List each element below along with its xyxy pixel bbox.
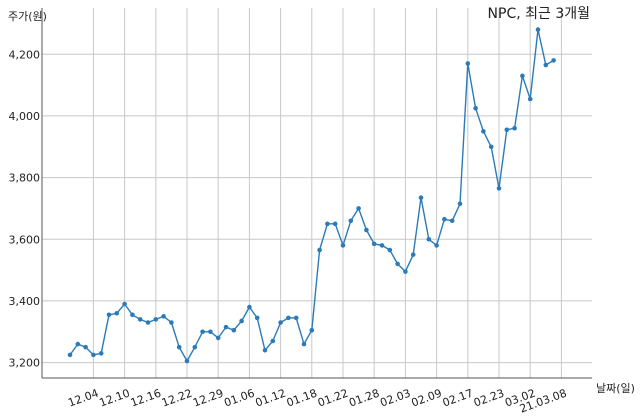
data-point xyxy=(457,201,463,207)
data-point xyxy=(410,252,416,257)
x-tick-label: 01.06 xyxy=(222,387,256,410)
data-point xyxy=(231,327,237,333)
data-point xyxy=(239,318,244,324)
data-point xyxy=(465,61,471,66)
data-point xyxy=(356,206,361,211)
x-tick-label: 12.29 xyxy=(191,387,225,410)
x-tick-label: 12.04 xyxy=(66,387,100,410)
data-point xyxy=(293,315,299,321)
data-point xyxy=(481,129,486,134)
data-point xyxy=(379,243,385,248)
data-point xyxy=(449,218,455,224)
data-point xyxy=(426,236,432,242)
data-point xyxy=(215,335,221,341)
data-point xyxy=(83,344,88,350)
x-tick-label: 12.22 xyxy=(160,387,194,410)
data-point xyxy=(317,247,322,253)
data-point xyxy=(551,58,556,63)
data-point xyxy=(442,216,447,222)
y-tick-label: 4,200 xyxy=(9,48,41,61)
data-point xyxy=(91,352,96,358)
data-point xyxy=(395,261,400,267)
data-point xyxy=(301,341,307,347)
data-point xyxy=(535,27,541,32)
y-tick-label: 3,200 xyxy=(9,357,41,370)
x-tick-label: 01.22 xyxy=(316,387,350,410)
data-point xyxy=(176,344,182,350)
data-point xyxy=(488,144,494,150)
data-point xyxy=(208,329,213,335)
y-tick-label: 3,400 xyxy=(9,295,41,308)
y-tick-label: 3,800 xyxy=(9,172,41,185)
axes xyxy=(41,8,592,379)
data-point xyxy=(106,312,112,318)
data-point xyxy=(247,304,252,310)
data-point xyxy=(223,324,229,330)
data-point xyxy=(364,227,369,233)
data-point xyxy=(98,351,104,356)
grid xyxy=(42,8,592,378)
data-point xyxy=(325,221,330,227)
x-axis-title: 날짜(일) xyxy=(596,381,635,395)
data-point xyxy=(122,301,127,307)
data-point xyxy=(153,317,159,322)
data-point xyxy=(145,320,151,325)
x-tick-label: 02.17 xyxy=(441,387,475,410)
data-point xyxy=(192,344,198,350)
data-point xyxy=(527,96,533,102)
data-point xyxy=(473,105,478,111)
data-point xyxy=(332,221,338,227)
data-point xyxy=(184,358,190,364)
data-point xyxy=(200,329,205,335)
data-point xyxy=(262,347,268,353)
data-point xyxy=(543,62,549,68)
chart-title: NPC, 최근 3개월 xyxy=(488,6,590,22)
y-tick-label: 3,600 xyxy=(9,233,41,246)
series xyxy=(67,27,556,364)
x-tick-labels: 12.0412.1012.1612.2212.2901.0601.1201.18… xyxy=(66,387,568,416)
data-point xyxy=(512,125,517,131)
data-point xyxy=(418,195,424,200)
data-point xyxy=(161,314,166,319)
x-tick-label: 01.12 xyxy=(254,387,288,410)
x-tick-label: 12.16 xyxy=(129,387,163,410)
data-point xyxy=(286,315,291,321)
data-point xyxy=(254,315,260,321)
y-tick-label: 4,000 xyxy=(9,110,41,123)
data-point xyxy=(434,243,439,248)
data-point xyxy=(387,247,393,253)
data-point xyxy=(67,352,73,358)
data-point xyxy=(270,338,276,344)
data-point xyxy=(340,243,346,248)
y-axis-title: 주가(원) xyxy=(8,10,47,23)
x-tick-label: 02.03 xyxy=(378,387,412,410)
data-point xyxy=(520,73,525,79)
y-tick-labels: 3,200 3,400 3,600 3,800 4,000 4,200 xyxy=(9,48,41,369)
data-point xyxy=(496,186,502,191)
x-tick-label: 02.23 xyxy=(472,387,506,410)
data-point xyxy=(137,317,143,322)
data-point xyxy=(169,320,174,325)
data-point xyxy=(278,320,283,325)
data-point xyxy=(130,312,135,318)
x-tick-label: 01.18 xyxy=(285,387,319,410)
data-point xyxy=(504,127,510,133)
data-point xyxy=(114,310,120,316)
data-point xyxy=(75,341,81,347)
x-tick-label: 01.28 xyxy=(347,387,381,410)
data-point xyxy=(348,218,354,224)
data-point xyxy=(403,269,408,274)
x-tick-label: 12.10 xyxy=(98,387,132,410)
data-point xyxy=(309,327,315,333)
data-point xyxy=(371,241,377,247)
x-tick-label: 02.09 xyxy=(410,387,444,410)
